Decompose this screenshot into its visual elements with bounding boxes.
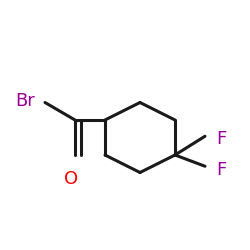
Text: F: F — [216, 130, 226, 148]
Text: Br: Br — [15, 92, 35, 110]
Text: F: F — [216, 161, 226, 179]
Text: O: O — [64, 170, 78, 188]
